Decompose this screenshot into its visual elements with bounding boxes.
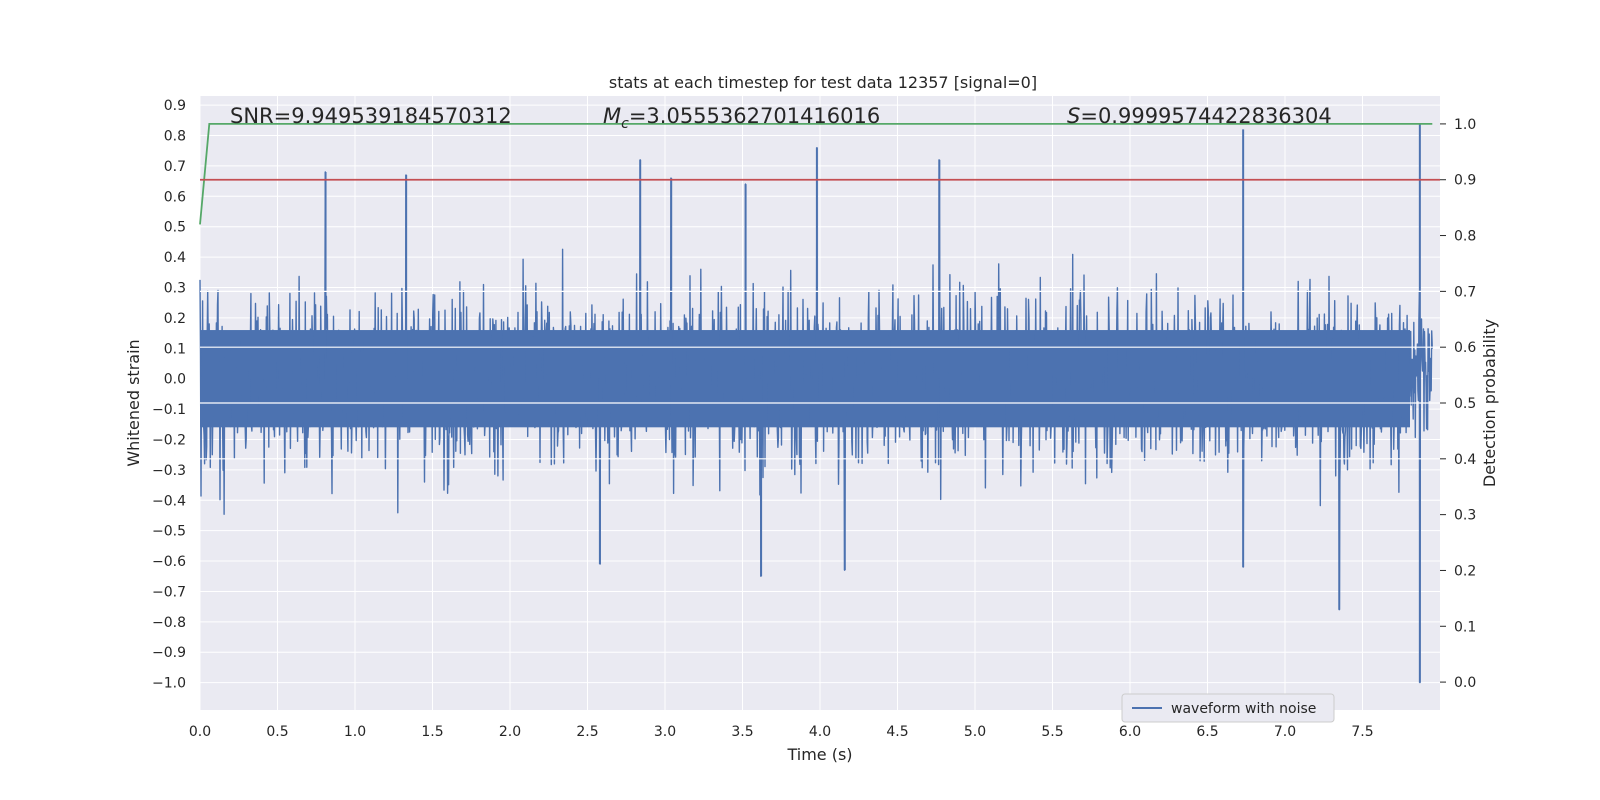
y-tick-label-5: 0.4 — [164, 250, 186, 266]
mc-symbol: M — [603, 104, 621, 128]
y-tick-label-19: −1.0 — [152, 676, 186, 692]
y2-tick-label-2: 0.8 — [1454, 229, 1476, 245]
x-tick-label-7: 3.5 — [731, 724, 753, 740]
probability-line — [199, 123, 1433, 225]
legend-label-waveform: waveform with noise — [1171, 701, 1316, 717]
x-tick-label-14: 7.0 — [1274, 724, 1296, 740]
y2-tick-label-9: 0.1 — [1454, 619, 1476, 635]
y-tick-label-11: −0.2 — [152, 432, 186, 448]
legend-box — [1121, 693, 1335, 723]
y-tick-label-17: −0.8 — [152, 615, 186, 631]
s-annotation: S=0.9999574422836304 — [1067, 104, 1332, 128]
x-tick-label-8: 4.0 — [809, 724, 831, 740]
y-tick-label-7: 0.2 — [164, 311, 186, 327]
x-tick-label-10: 5.0 — [964, 724, 986, 740]
annotations: SNR=9.949539184570312 Mc=3.0555362701416… — [230, 104, 1332, 132]
x-tick-label-6: 3.0 — [654, 724, 676, 740]
x-tick-label-4: 2.0 — [499, 724, 521, 740]
y2-tick-label-3: 0.7 — [1454, 284, 1476, 300]
y-tick-label-4: 0.5 — [164, 220, 186, 236]
y-tick-label-9: 0.0 — [164, 372, 186, 388]
y2-tick-label-6: 0.4 — [1454, 452, 1476, 468]
x-tick-label-0: 0.0 — [189, 724, 211, 740]
y-tick-label-12: −0.3 — [152, 463, 186, 479]
chart-title: stats at each timestep for test data 123… — [609, 73, 1037, 92]
waveform-series — [199, 123, 1440, 684]
snr-annotation: SNR=9.949539184570312 — [230, 104, 512, 128]
y2-axis-label: Detection probability — [1480, 319, 1499, 487]
x-axis-label: Time (s) — [786, 745, 852, 764]
probability-series — [199, 123, 1440, 225]
y-tick-label-15: −0.6 — [152, 554, 186, 570]
y2-tick-label-8: 0.2 — [1454, 563, 1476, 579]
y2-axis-ticks: 1.0 0.9 0.8 0.7 0.6 0.5 0.4 0.3 0.2 0.1 0.0 — [1440, 117, 1476, 691]
mc-subscript: c — [621, 116, 629, 132]
mc-annotation: Mc=3.0555362701416016 — [603, 104, 880, 132]
s-symbol: S — [1067, 104, 1080, 128]
y-tick-label-18: −0.9 — [152, 645, 186, 661]
x-tick-label-5: 2.5 — [576, 724, 598, 740]
x-tick-label-11: 5.5 — [1041, 724, 1063, 740]
y2-tick-label-0: 1.0 — [1454, 117, 1476, 133]
s-value: =0.9999574422836304 — [1080, 104, 1331, 128]
mc-value: =3.0555362701416016 — [629, 104, 880, 128]
y2-tick-label-4: 0.6 — [1454, 340, 1476, 356]
y2-tick-label-7: 0.3 — [1454, 508, 1476, 524]
x-tick-label-13: 6.5 — [1196, 724, 1218, 740]
y-tick-label-14: −0.5 — [152, 524, 186, 540]
y-tick-label-3: 0.6 — [164, 189, 186, 205]
y-tick-label-1: 0.8 — [164, 129, 186, 145]
y-tick-label-16: −0.7 — [152, 584, 186, 600]
y-tick-label-13: −0.4 — [152, 493, 186, 509]
y-axis-label: Whitened strain — [124, 339, 143, 466]
y-tick-label-2: 0.7 — [164, 159, 186, 175]
y-tick-label-10: −0.1 — [152, 402, 186, 418]
x-tick-label-12: 6.0 — [1119, 724, 1141, 740]
waveform-line — [199, 147, 1433, 684]
x-tick-label-3: 1.5 — [421, 724, 443, 740]
x-tick-label-15: 7.5 — [1351, 724, 1373, 740]
x-tick-label-9: 4.5 — [886, 724, 908, 740]
x-tick-label-2: 1.0 — [344, 724, 366, 740]
y2-tick-label-10: 0.0 — [1454, 675, 1476, 691]
y2-tick-label-1: 0.9 — [1454, 173, 1476, 189]
y-tick-label-6: 0.3 — [164, 280, 186, 296]
y-axis-ticks: 0.9 0.8 0.7 0.6 0.5 0.4 0.3 0.2 0.1 0.0 −0.1 −0.2 −0… — [152, 98, 186, 692]
y2-tick-label-5: 0.5 — [1454, 396, 1476, 412]
x-tick-label-1: 0.5 — [266, 724, 288, 740]
legend: waveform with noise — [1121, 693, 1335, 723]
y-tick-label-0: 0.9 — [164, 98, 186, 114]
x-axis-ticks: 0.0 0.5 1.0 1.5 2.0 2.5 3.0 3.5 4.0 4.5 5.0 5.5 6.0 6… — [189, 724, 1374, 740]
y-tick-label-8: 0.1 — [164, 341, 186, 357]
